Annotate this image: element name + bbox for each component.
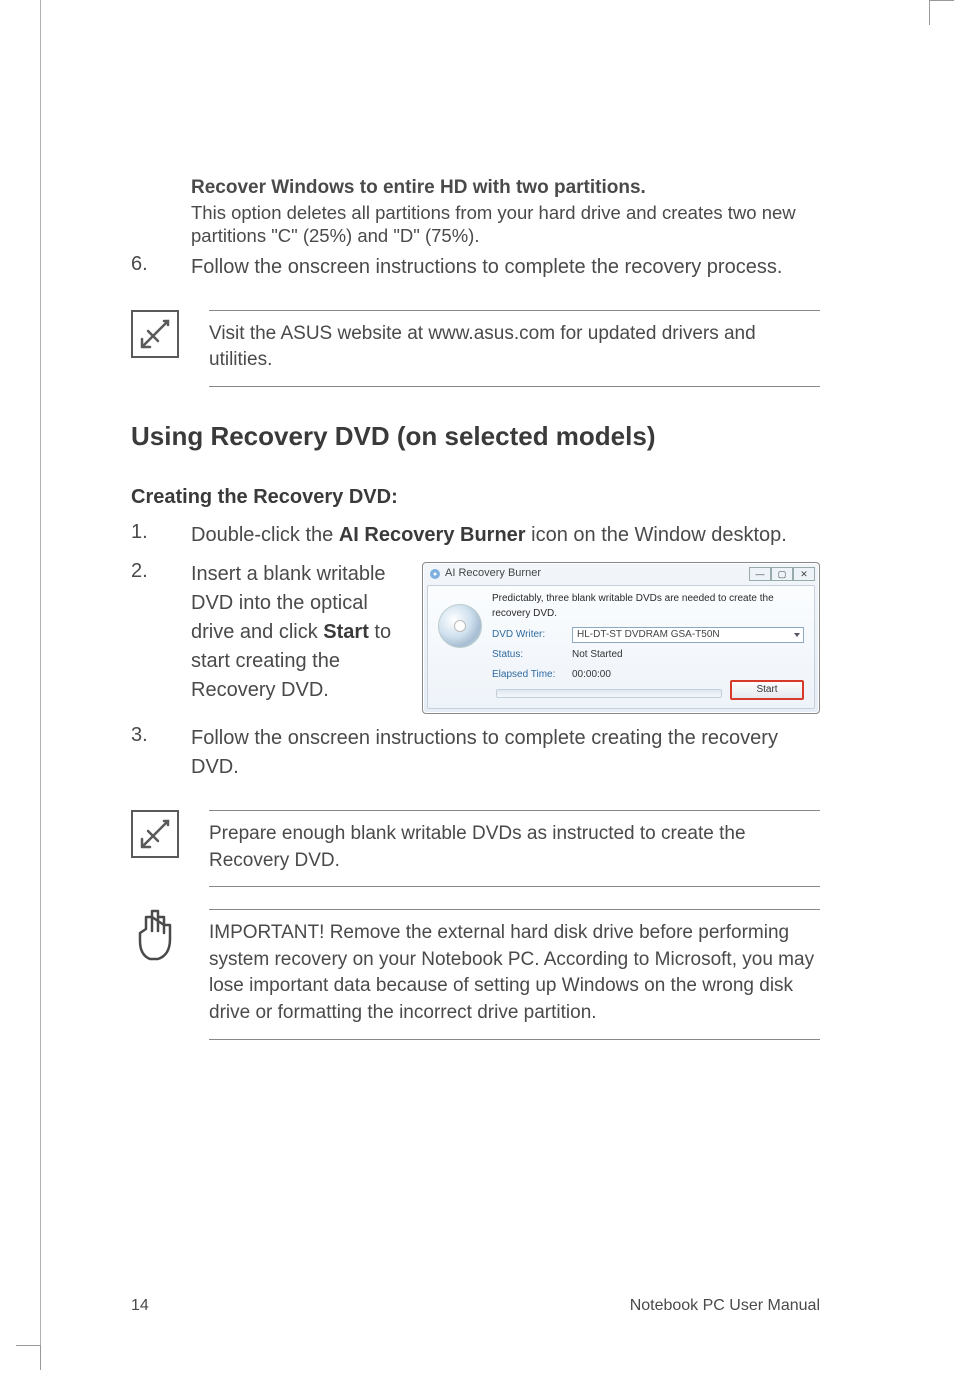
- step-text: Follow the onscreen instructions to comp…: [191, 724, 820, 782]
- step-3: 3. Follow the onscreen instructions to c…: [131, 724, 820, 782]
- status-label: Status:: [492, 648, 564, 663]
- note-prepare-dvds: Prepare enough blank writable DVDs as in…: [131, 810, 820, 887]
- writer-label: DVD Writer:: [492, 628, 564, 643]
- step-number: 1.: [131, 521, 191, 550]
- ai-titlebar: AI Recovery Burner — ▢ ✕: [423, 563, 819, 585]
- section-heading: Using Recovery DVD (on selected models): [131, 421, 820, 452]
- note-icon: [131, 310, 179, 358]
- footer-label: Notebook PC User Manual: [630, 1297, 820, 1315]
- elapsed-value: 00:00:00: [572, 668, 611, 683]
- window-controls: — ▢ ✕: [749, 567, 815, 581]
- ai-message: Predictably, three blank writable DVDs a…: [492, 592, 804, 621]
- step-2: 2. AI Recovery Burner — ▢ ✕: [131, 560, 820, 714]
- bold-fragment: Start: [323, 621, 369, 643]
- step-number: 6.: [131, 253, 191, 282]
- status-value: Not Started: [572, 648, 623, 663]
- page-footer: 14 Notebook PC User Manual: [131, 1297, 820, 1315]
- elapsed-label: Elapsed Time:: [492, 668, 564, 683]
- app-icon: [429, 568, 441, 580]
- start-button[interactable]: Start: [730, 680, 804, 700]
- note-icon: [131, 810, 179, 858]
- step-number: 3.: [131, 724, 191, 782]
- ai-window: AI Recovery Burner — ▢ ✕ Predictably, th…: [422, 562, 820, 714]
- writer-select[interactable]: HL-DT-ST DVDRAM GSA-T50N: [572, 627, 804, 643]
- step-text: Follow the onscreen instructions to comp…: [191, 253, 820, 282]
- step-6: 6. Follow the onscreen instructions to c…: [131, 253, 820, 282]
- step-text: AI Recovery Burner — ▢ ✕ Predictably, th…: [191, 560, 820, 714]
- important-icon: [131, 909, 183, 965]
- bold-fragment: AI Recovery Burner: [339, 524, 526, 546]
- progress-bar: [496, 689, 722, 698]
- ai-title-text: AI Recovery Burner: [445, 566, 541, 582]
- text-fragment: Double-click the: [191, 524, 339, 546]
- important-text: IMPORTANT! Remove the external hard disk…: [209, 909, 820, 1039]
- step-1: 1. Double-click the AI Recovery Burner i…: [131, 521, 820, 550]
- subsection-heading: Creating the Recovery DVD:: [131, 486, 820, 509]
- option-desc: This option deletes all partitions from …: [191, 201, 820, 247]
- step-number: 2.: [131, 560, 191, 714]
- note-text: Visit the ASUS website at www.asus.com f…: [209, 310, 820, 387]
- disc-icon: [438, 604, 482, 648]
- text-fragment: icon on the Window desktop.: [526, 524, 787, 546]
- page-number: 14: [131, 1297, 149, 1315]
- note-text: Prepare enough blank writable DVDs as in…: [209, 810, 820, 887]
- note-visit-asus: Visit the ASUS website at www.asus.com f…: [131, 310, 820, 387]
- maximize-button[interactable]: ▢: [771, 567, 793, 581]
- important-note: IMPORTANT! Remove the external hard disk…: [131, 909, 820, 1039]
- recovery-option-block: Recover Windows to entire HD with two pa…: [191, 175, 820, 247]
- option-title: Recover Windows to entire HD with two pa…: [191, 175, 820, 201]
- ai-body: Predictably, three blank writable DVDs a…: [427, 585, 815, 709]
- page: Recover Windows to entire HD with two pa…: [40, 0, 910, 1345]
- close-button[interactable]: ✕: [793, 567, 815, 581]
- ai-recovery-screenshot: AI Recovery Burner — ▢ ✕ Predictably, th…: [422, 562, 820, 714]
- step-text: Double-click the AI Recovery Burner icon…: [191, 521, 820, 550]
- minimize-button[interactable]: —: [749, 567, 771, 581]
